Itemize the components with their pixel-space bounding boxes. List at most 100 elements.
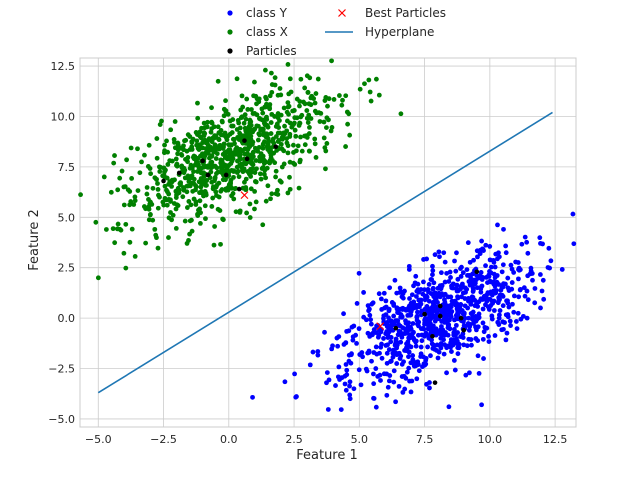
class-x-point [260, 145, 266, 151]
particle-point [432, 380, 438, 385]
class-x-point [183, 137, 189, 143]
class-x-point [260, 153, 266, 159]
class-x-point [208, 129, 214, 135]
class-y-point [518, 316, 524, 322]
class-y-point [394, 290, 400, 296]
class-x-point [201, 120, 207, 126]
class-x-point [247, 201, 253, 207]
class-y-point [495, 222, 500, 228]
class-y-point [342, 381, 348, 387]
class-x-point [287, 174, 292, 180]
class-x-point [115, 226, 120, 232]
class-x-point [220, 169, 226, 175]
class-y-point [465, 240, 471, 246]
class-x-point [265, 146, 271, 152]
class-x-point [275, 130, 281, 136]
class-y-point [371, 350, 377, 355]
class-y-point [330, 343, 335, 349]
class-y-point [395, 310, 400, 315]
class-x-point [127, 239, 133, 245]
class-y-point [428, 353, 433, 359]
class-x-point [193, 183, 199, 188]
class-y-point [442, 299, 448, 305]
class-x-point [115, 187, 121, 193]
class-x-point [276, 125, 282, 130]
best-particle-marker [240, 191, 249, 200]
class-x-point [195, 169, 200, 174]
class-y-point [343, 362, 349, 367]
class-y-point [391, 313, 397, 319]
class-x-point [268, 131, 274, 136]
class-y-point [371, 327, 377, 332]
class-y-point [436, 249, 442, 255]
legend-label: Particles [246, 44, 297, 58]
class-y-point [433, 326, 439, 332]
x-axis-label: Feature 1 [296, 448, 358, 463]
class-x-point [204, 182, 209, 188]
class-y-point [546, 245, 552, 251]
class-x-point [135, 188, 141, 193]
class-x-point [243, 161, 249, 167]
class-x-point [162, 142, 167, 148]
class-y-point [376, 291, 382, 297]
class-x-point [321, 119, 327, 125]
class-x-point [139, 159, 144, 165]
class-y-point [467, 259, 473, 265]
class-y-point [406, 263, 412, 269]
class-x-point [229, 185, 235, 191]
class-y-point [452, 367, 458, 373]
class-y-point [335, 374, 341, 380]
class-y-point [452, 258, 457, 264]
class-x-point [135, 146, 140, 152]
class-x-point [273, 191, 279, 197]
class-y-point [349, 351, 354, 357]
class-y-point [441, 351, 447, 357]
class-y-point [363, 366, 369, 372]
class-y-point [521, 285, 527, 291]
class-x-point [276, 137, 282, 143]
class-x-point [197, 220, 203, 226]
class-x-point [317, 119, 323, 124]
legend-item-particles: Particles [227, 44, 297, 58]
class-x-point [124, 157, 130, 163]
class-y-point [367, 312, 373, 318]
class-y-point [492, 264, 498, 270]
class-x-point [203, 146, 209, 152]
class-y-point [428, 291, 434, 296]
class-y-point [510, 301, 515, 307]
class-y-point [411, 363, 417, 369]
best-particle-marker [376, 322, 385, 331]
class-x-point [312, 100, 318, 106]
class-y-point [435, 355, 441, 361]
particle-point [242, 138, 247, 143]
class-y-point [509, 280, 515, 285]
class-y-point [482, 324, 488, 330]
class-y-point [388, 325, 394, 330]
class-y-point [369, 301, 375, 307]
class-y-point [386, 378, 392, 384]
class-y-point [473, 324, 478, 330]
class-y-point [430, 272, 435, 278]
class-y-point [404, 369, 410, 375]
class-y-point [441, 250, 447, 256]
class-x-point [246, 133, 252, 139]
class-x-point [284, 136, 290, 142]
legend-item-hyperplane: Hyperplane [325, 25, 434, 39]
class-y-point [397, 331, 402, 336]
class-y-point [386, 308, 392, 314]
class-x-point [260, 110, 266, 116]
class-y-point [517, 267, 523, 273]
class-y-point [365, 330, 371, 336]
class-y-point [394, 361, 400, 366]
class-y-point [513, 319, 519, 324]
class-x-point [340, 97, 345, 103]
class-x-point [202, 189, 208, 194]
class-x-point [234, 76, 240, 82]
class-y-point [486, 339, 492, 344]
class-x-point [298, 76, 304, 82]
class-y-point [408, 389, 414, 395]
class-x-point [367, 89, 373, 95]
class-x-point [211, 147, 217, 153]
class-y-point [459, 308, 465, 313]
class-x-point [168, 199, 173, 204]
